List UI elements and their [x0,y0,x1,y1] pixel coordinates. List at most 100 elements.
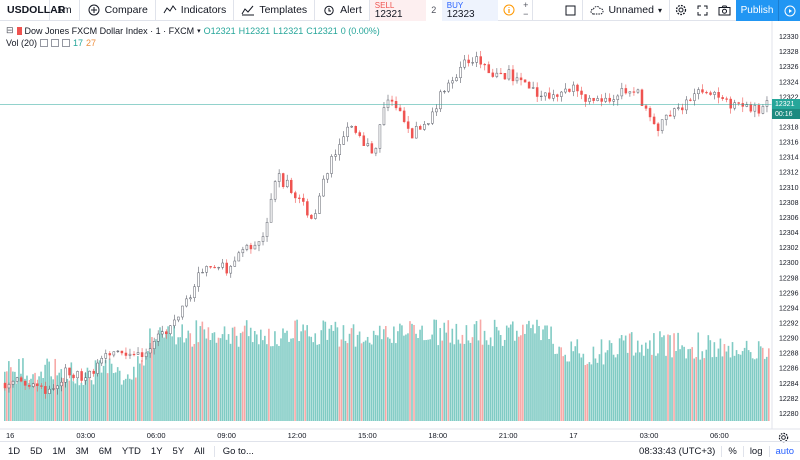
price-tick-label: 12304 [779,230,799,237]
publish-button[interactable]: Publish [736,0,778,21]
candle-body [527,81,531,89]
buy-button[interactable]: BUY 12323 [441,0,498,21]
expand-icon [697,5,708,15]
interval-button[interactable]: 1m [50,0,80,21]
replay-button[interactable] [778,0,800,21]
volume-bar [725,351,728,421]
candle-body [346,126,349,137]
candle-body [656,123,660,131]
settings-button[interactable] [670,0,692,21]
candle-body [600,98,603,102]
volume-bar [489,337,492,421]
snapshot-button[interactable] [713,0,736,21]
volume-bar [308,336,310,421]
candle-body [273,181,277,200]
candle-body [753,105,757,112]
volume-bar [669,335,671,421]
volume-bar [76,378,79,421]
volume-down-value: 27 [86,38,97,48]
volume-bar [231,327,234,421]
volume-bar [429,339,431,421]
volume-bar [36,383,38,421]
eye-icon[interactable] [40,39,49,47]
range-button-3m[interactable]: 3M [75,445,89,457]
time-tick-label: 17 [569,431,577,440]
volume-bar [556,353,558,421]
alert-button[interactable]: Alert [315,0,370,21]
goto-button[interactable]: Go to... [213,445,262,457]
candle-body [249,244,253,250]
volume-bar [435,319,437,421]
candle-body [177,316,180,321]
price-tick-label: 12312 [779,170,799,177]
volume-bar [691,347,693,421]
price-axis[interactable]: 1233012328123261232412322123201231812316… [779,34,799,418]
log-button[interactable]: log [742,445,769,457]
volume-bar [765,356,768,421]
volume-bar [620,335,623,421]
settings-mini-icon[interactable] [51,39,60,47]
volume-bar [306,325,308,421]
volume-bar [721,356,724,421]
volume-bar [155,339,157,421]
range-button-6m[interactable]: 6M [98,445,112,457]
volume-bars [4,319,770,421]
volume-bar [552,343,554,421]
volume-bar [4,371,6,421]
candle-body [729,98,732,109]
candle-body [100,358,104,364]
candle-body [604,97,607,102]
volume-bar [574,346,577,421]
candle-body [132,353,136,356]
volume-bar [70,362,73,421]
symbol-search-button[interactable]: USDOLLAR [0,0,65,21]
range-button-1y[interactable]: 1Y [150,445,163,457]
sell-button[interactable]: SELL 12321 [369,0,426,21]
top-toolbar: USDOLLAR 1m Compare Indicators Templates… [0,0,800,21]
volume-bar [322,320,325,421]
collapse-legend-button[interactable]: ⊟ [6,25,14,35]
range-button-all[interactable]: All [194,445,205,457]
clock[interactable]: 08:33:43 (UTC+3) [639,445,716,457]
percent-button[interactable]: % [721,445,742,457]
range-button-5y[interactable]: 5Y [172,445,185,457]
volume-bar [487,344,490,421]
volume-bar [54,358,57,421]
qty-minus-button[interactable]: − [523,9,529,19]
candle-body [237,252,241,262]
candle-body [160,331,164,335]
indicators-button[interactable]: Indicators [156,0,235,21]
price-tick-label: 12286 [779,366,799,373]
volume-bar [266,344,268,421]
price-chart[interactable]: 1233012328123261232412322123201231812316… [0,21,800,441]
range-button-ytd[interactable]: YTD [121,445,141,457]
time-axis[interactable]: 16 03:00 06:00 09:00 12:00 15:00 18:00 21:00 17 0… [6,431,729,440]
candle-body [225,262,228,274]
qty-plus-button[interactable]: + [523,0,529,10]
volume-bar [334,321,337,421]
volume-bar [513,340,516,421]
volume-label[interactable]: Vol (20) [6,38,38,48]
volume-bar [723,344,726,421]
range-button-1d[interactable]: 1D [8,445,21,457]
quantity-stepper[interactable]: + − [520,0,532,21]
templates-button[interactable]: Templates [234,0,316,21]
close-mini-icon[interactable] [62,39,71,47]
range-button-1m[interactable]: 1M [52,445,66,457]
fullscreen-button[interactable] [692,0,713,21]
range-button-5d[interactable]: 5D [30,445,43,457]
volume-bar [608,340,611,421]
info-button[interactable] [498,0,520,21]
volume-bar [221,334,224,421]
volume-bar [711,357,714,421]
layout-name-button[interactable]: Unnamed ▾ [583,0,670,21]
volume-bar [268,328,270,421]
volume-bar [165,331,167,421]
fullscreen-layout-button[interactable] [559,0,584,21]
candle-body [515,77,519,82]
volume-bar [312,342,315,421]
chart-area[interactable]: 1233012328123261232412322123201231812316… [0,21,800,442]
compare-button[interactable]: Compare [80,0,156,21]
auto-button[interactable]: auto [768,445,800,457]
candle-body [44,386,47,394]
